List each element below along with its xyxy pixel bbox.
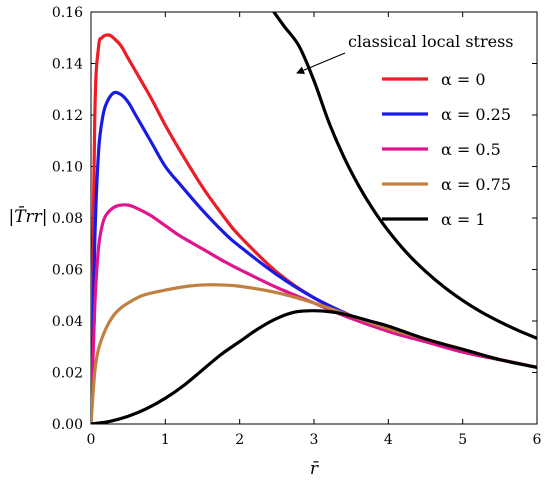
legend-label-2: α = 0.5 <box>441 140 501 159</box>
y-tick-label: 0.12 <box>52 108 83 124</box>
x-axis-label: r̄ <box>310 459 319 479</box>
ticks-layer: 0 1 2 3 4 5 6 0.00 0.02 0.04 0.06 0.08 0.10 0.12 0.14 0… <box>52 5 542 448</box>
legend-label-4: α = 1 <box>441 210 486 229</box>
x-tick-label: 0 <box>87 432 96 448</box>
y-tick-label: 0.04 <box>52 314 83 330</box>
y-tick-label: 0.08 <box>52 211 83 227</box>
series-layer <box>91 12 537 424</box>
x-tick-label: 2 <box>235 432 244 448</box>
x-tick-label: 6 <box>533 432 542 448</box>
legend-label-3: α = 0.75 <box>441 175 511 194</box>
legend-label-1: α = 0.25 <box>441 105 511 124</box>
y-tick-label: 0.02 <box>52 366 83 382</box>
y-tick-label: 0.06 <box>52 263 83 279</box>
classical-local-stress-annotation: classical local stress <box>348 32 514 51</box>
x-tick-label: 4 <box>384 432 393 448</box>
series-line-4 <box>91 309 537 424</box>
y-tick-label: 0.00 <box>52 417 83 433</box>
series-line-5 <box>272 12 537 340</box>
legend: α = 0 α = 0.25 α = 0.5 α = 0.75 α = 1 <box>382 70 511 229</box>
x-tick-label: 5 <box>458 432 467 448</box>
y-tick-label: 0.10 <box>52 160 83 176</box>
y-tick-label: 0.14 <box>52 57 83 73</box>
series-line-0 <box>91 33 537 424</box>
y-axis-label: |T̄rr| <box>8 205 47 227</box>
series-line-2 <box>91 203 537 424</box>
legend-label-0: α = 0 <box>441 70 486 89</box>
x-tick-label: 1 <box>161 432 170 448</box>
x-tick-label: 3 <box>310 432 319 448</box>
y-tick-label: 0.16 <box>52 5 83 21</box>
annotation-arrow <box>296 52 346 74</box>
